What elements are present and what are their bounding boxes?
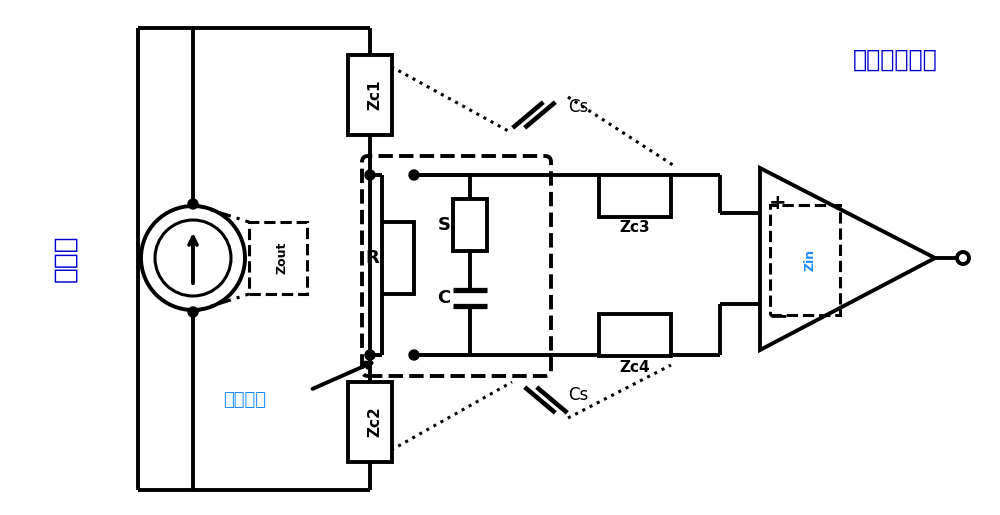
Text: Zout: Zout [276,242,288,274]
Text: Zc1: Zc1 [368,80,382,110]
Text: R: R [365,249,379,267]
Circle shape [365,170,375,180]
Bar [770,205,840,315]
Bar [453,199,487,251]
Text: −: − [768,304,788,328]
Bar [599,314,671,356]
Text: Zc3: Zc3 [620,220,650,235]
Circle shape [188,307,198,317]
Text: Zin: Zin [804,249,816,271]
Text: 电压测量电路: 电压测量电路 [853,48,937,72]
Circle shape [409,170,419,180]
Circle shape [365,350,375,360]
Bar [348,382,392,462]
Bar [249,222,307,294]
Text: +: + [769,193,787,213]
Text: S: S [438,216,450,234]
Text: Zc4: Zc4 [620,359,650,374]
Bar [599,175,671,217]
Circle shape [409,350,419,360]
Bar [348,55,392,135]
Text: 被测目标: 被测目标 [224,391,266,409]
Circle shape [188,199,198,209]
Text: Zc2: Zc2 [368,407,382,437]
Text: Cs: Cs [568,98,588,116]
Text: 恒流源: 恒流源 [52,234,78,282]
Bar [382,222,414,294]
Text: C: C [437,289,451,307]
Text: Cs: Cs [568,386,588,404]
